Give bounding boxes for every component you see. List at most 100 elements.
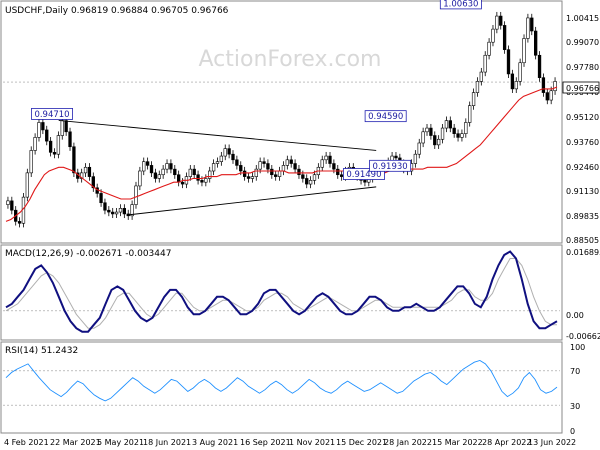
candle-body — [281, 165, 286, 172]
candle-body — [60, 120, 64, 136]
candle-body — [413, 153, 418, 164]
candle-body — [215, 161, 220, 164]
candle-body — [246, 176, 251, 179]
x-tick: 22 Mar 2021 — [50, 438, 101, 447]
candle-body — [87, 166, 92, 177]
x-tick: 5 May 2021 — [97, 438, 144, 447]
candle-body — [277, 170, 282, 177]
candle-body — [219, 155, 224, 162]
rsi-line — [5, 360, 558, 402]
candle-body — [250, 176, 255, 179]
candle-body — [541, 77, 546, 93]
candle-body — [29, 150, 33, 174]
candle-body — [270, 168, 274, 176]
candle-body — [487, 41, 491, 56]
candle-body — [45, 129, 49, 142]
price-tick: 0.88505 — [566, 236, 599, 245]
candle-body — [239, 165, 243, 172]
candle-body — [242, 170, 247, 177]
current-price-tag — [562, 81, 600, 94]
rsi-tick: 100 — [570, 343, 585, 352]
trendline — [128, 186, 377, 216]
candle-body — [308, 180, 313, 185]
candle-body — [72, 146, 76, 174]
price-annotation-label: 0.94590 — [368, 112, 403, 122]
price-tick: 0.93760 — [566, 138, 599, 147]
candle-body — [68, 131, 72, 148]
candle-body — [502, 25, 507, 50]
candle-body — [235, 159, 239, 166]
candle-body — [6, 200, 10, 205]
candle-body — [332, 163, 336, 170]
candle-body — [336, 168, 340, 176]
candle-body — [514, 81, 518, 90]
price-annotation-label: 0.91930 — [373, 162, 408, 172]
candle-body — [324, 155, 328, 161]
candle-body — [506, 49, 511, 75]
candle-body — [510, 73, 515, 90]
candle-body — [499, 15, 503, 26]
candle-body — [549, 90, 553, 101]
candle-body — [149, 165, 154, 174]
candle-body — [285, 159, 289, 166]
candle-body — [464, 122, 468, 134]
price-tick: 0.91130 — [566, 187, 599, 196]
candle-body — [145, 161, 150, 166]
candle-body — [188, 168, 192, 177]
candle-body — [363, 180, 367, 183]
candle-body — [64, 120, 68, 133]
candle-body — [475, 81, 480, 93]
candle-body — [56, 135, 61, 155]
candle-body — [266, 163, 270, 170]
candle-body — [448, 120, 452, 129]
candle-body — [83, 166, 88, 174]
candle-body — [495, 15, 499, 30]
candle-body — [440, 127, 445, 140]
candle-body — [293, 163, 297, 170]
candle-body — [111, 211, 115, 215]
candle-body — [52, 152, 57, 155]
candle-body — [460, 133, 464, 138]
candle-body — [262, 161, 266, 164]
x-tick: 13 Jun 2022 — [528, 438, 576, 447]
price-annotation-box — [342, 168, 385, 180]
candle-body — [339, 174, 344, 177]
price-annotation-box — [31, 108, 73, 120]
candle-body — [165, 163, 169, 170]
macd-tick: 0.016895 — [566, 248, 600, 257]
rsi-tick: 30 — [570, 402, 580, 411]
candle-body — [25, 172, 29, 198]
candle-body — [200, 180, 204, 183]
x-tick: 18 Jun 2021 — [143, 438, 191, 447]
watermark: ActionForex.com — [199, 47, 382, 72]
candle-body — [231, 153, 235, 161]
price-panel-frame — [0, 0, 563, 244]
x-tick: 16 Sep 2021 — [240, 438, 291, 447]
candle-body — [394, 155, 398, 159]
trendline — [58, 119, 377, 151]
candle-body — [118, 208, 123, 213]
candle-body — [48, 140, 53, 153]
candle-body — [17, 221, 22, 224]
candle-body — [491, 28, 495, 43]
x-tick: 28 Jan 2022 — [384, 438, 432, 447]
macd-tick: -0.006629 — [566, 332, 600, 341]
candle-body — [483, 54, 487, 73]
candle-body — [173, 168, 177, 176]
price-tick: 0.97780 — [566, 63, 599, 72]
candle-body — [80, 172, 84, 179]
macd-line — [5, 250, 558, 333]
candle-body — [417, 142, 421, 155]
macd-panel-title: MACD(12,26,9) -0.002671 -0.003447 — [5, 249, 171, 259]
candle-body — [157, 174, 161, 179]
candle-body — [130, 204, 134, 217]
candle-body — [436, 138, 441, 146]
candle-body — [37, 122, 41, 138]
price-tick: 0.99070 — [566, 38, 599, 47]
price-annotation-box — [439, 0, 482, 10]
candle-body — [138, 170, 142, 187]
candle-body — [134, 185, 138, 205]
